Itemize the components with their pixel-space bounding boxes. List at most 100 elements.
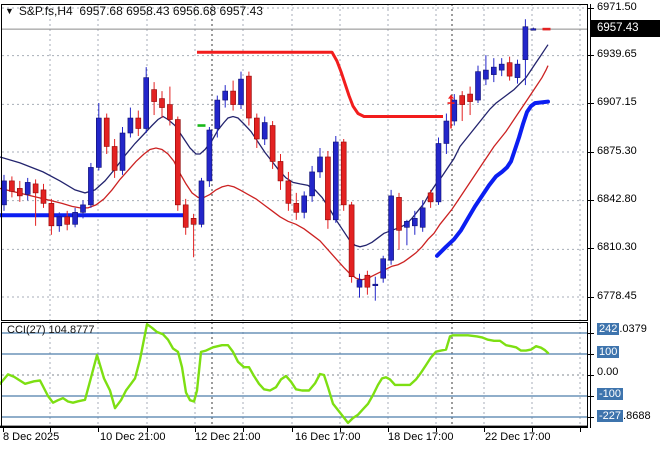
candle[interactable] (325, 156, 331, 221)
candle[interactable] (498, 63, 505, 71)
candle[interactable] (411, 218, 418, 227)
cci-axis-tick (588, 354, 594, 355)
cci-axis-label: 100 (597, 346, 620, 358)
price-axis-tick (588, 152, 594, 153)
symbol-dropdown-icon[interactable]: ▼ (5, 6, 14, 16)
candle[interactable] (254, 117, 260, 140)
ma-slow-line (0, 65, 549, 281)
candle[interactable] (522, 26, 529, 60)
candle[interactable] (16, 188, 23, 197)
candle[interactable] (514, 63, 521, 78)
candle[interactable] (103, 117, 110, 147)
price-axis-tick (588, 55, 594, 56)
cci-line (0, 323, 550, 425)
cci-axis-tick (588, 396, 594, 397)
price-axis-label: 6875.30 (597, 145, 637, 157)
candle[interactable] (143, 77, 149, 129)
candle[interactable] (340, 141, 347, 206)
candle[interactable] (285, 180, 292, 204)
time-axis-label: 10 Dec 21:00 (100, 431, 166, 443)
candle[interactable] (372, 283, 379, 287)
candle[interactable] (96, 117, 102, 168)
candle[interactable] (356, 279, 363, 288)
candle[interactable] (80, 204, 86, 213)
candle[interactable] (277, 161, 284, 182)
candle[interactable] (48, 203, 55, 227)
candle[interactable] (404, 221, 410, 228)
candle[interactable] (206, 129, 213, 182)
chart-title: ▼ S&P.fs,H4 6957.68 6958.43 6956.68 6957.… (5, 4, 263, 18)
candle[interactable] (167, 104, 173, 120)
candle[interactable] (443, 120, 450, 144)
time-axis-tick (147, 428, 148, 432)
candle[interactable] (182, 204, 189, 228)
price-axis-tick (588, 103, 594, 104)
candle[interactable] (380, 258, 387, 279)
candle[interactable] (32, 183, 39, 194)
candle[interactable] (309, 171, 315, 197)
time-axis-tick (532, 428, 533, 432)
stop-line-blue-right (435, 99, 550, 258)
candle[interactable] (111, 146, 118, 171)
candle[interactable] (198, 180, 205, 225)
candle[interactable] (40, 189, 47, 204)
price-axis-label: 6778.45 (597, 290, 637, 302)
candle[interactable] (88, 167, 94, 206)
candle[interactable] (261, 122, 268, 140)
candle[interactable] (530, 28, 537, 31)
candle[interactable] (175, 119, 181, 206)
candle[interactable] (9, 180, 15, 192)
green-dash-marker (197, 124, 206, 127)
price-axis-line (590, 4, 591, 428)
candle[interactable] (222, 90, 228, 101)
cci-indicator-canvas[interactable] (0, 322, 588, 428)
candle[interactable] (317, 156, 323, 173)
candle[interactable] (127, 117, 134, 134)
candle[interactable] (467, 93, 473, 102)
current-price-badge: 6957.43 (591, 20, 660, 37)
candle[interactable] (332, 141, 339, 221)
time-axis-tick (340, 428, 341, 432)
candle[interactable] (419, 207, 426, 228)
candle[interactable] (151, 89, 157, 102)
time-axis-tick (195, 428, 196, 432)
price-axis-tick (588, 248, 594, 249)
candle[interactable] (238, 78, 244, 105)
candle[interactable] (490, 66, 497, 75)
candle[interactable] (506, 62, 513, 77)
candle[interactable] (135, 117, 142, 129)
candles-layer[interactable] (1, 19, 537, 301)
cci-axis-label: 0.00 (597, 366, 619, 378)
candle[interactable] (190, 218, 197, 225)
candle[interactable] (475, 71, 481, 101)
candle[interactable] (214, 99, 221, 129)
candle[interactable] (64, 216, 70, 225)
time-axis-label: 16 Dec 17:00 (295, 431, 361, 443)
candle[interactable] (435, 143, 442, 203)
candle[interactable] (459, 95, 466, 105)
candle[interactable] (269, 125, 276, 162)
candle[interactable] (72, 212, 78, 225)
price-chart-canvas[interactable] (0, 0, 588, 322)
candle[interactable] (293, 203, 300, 213)
candle[interactable] (483, 69, 489, 80)
candle[interactable] (159, 98, 165, 108)
candle[interactable] (56, 216, 63, 227)
candle[interactable] (119, 132, 126, 171)
candle[interactable] (396, 197, 402, 231)
candle[interactable] (348, 204, 355, 278)
candle[interactable] (1, 180, 7, 206)
candle[interactable] (364, 274, 371, 288)
candle[interactable] (388, 195, 394, 261)
candle[interactable] (230, 90, 236, 105)
candle[interactable] (24, 182, 31, 195)
candle[interactable] (301, 195, 308, 213)
chart-title-ohlc: 6957.68 6958.43 6956.68 6957.43 (79, 4, 263, 18)
candle[interactable] (246, 75, 252, 119)
time-axis-label: 22 Dec 17:00 (485, 431, 551, 443)
candle[interactable] (427, 192, 434, 203)
time-axis-label: 18 Dec 17:00 (388, 431, 454, 443)
price-axis-tick (588, 297, 594, 298)
time-axis-tick (3, 428, 4, 432)
